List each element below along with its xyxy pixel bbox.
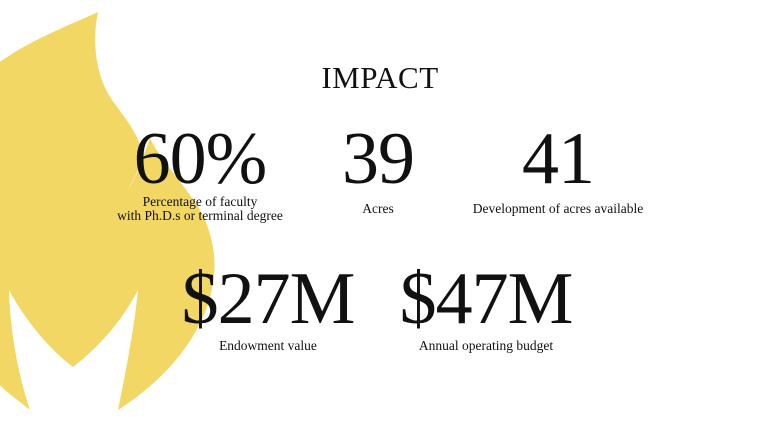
stat-value: 60% (133, 118, 268, 200)
page-title: IMPACT (321, 60, 439, 95)
stat-label: Percentage of faculty (142, 194, 258, 209)
stat-label: Development of acres available (472, 201, 644, 216)
stat-faculty-phd: 60% Percentage of faculty with Ph.D.s or… (100, 122, 300, 223)
stat-development-acres: 41 Development of acres available (458, 122, 658, 216)
stat-operating-budget: $47M Annual operating budget (386, 262, 586, 353)
stat-value: 41 (522, 118, 595, 200)
stat-label: Acres (362, 201, 394, 216)
stat-label: Endowment value (219, 338, 317, 353)
stat-value: 39 (342, 118, 415, 200)
stat-label: with Ph.D.s or terminal degree (117, 208, 283, 223)
stat-acres: 39 Acres (318, 122, 438, 216)
stat-value: $27M (181, 258, 356, 340)
stat-endowment: $27M Endowment value (168, 262, 368, 353)
stat-label: Annual operating budget (418, 338, 554, 353)
stat-value: $47M (399, 258, 574, 340)
